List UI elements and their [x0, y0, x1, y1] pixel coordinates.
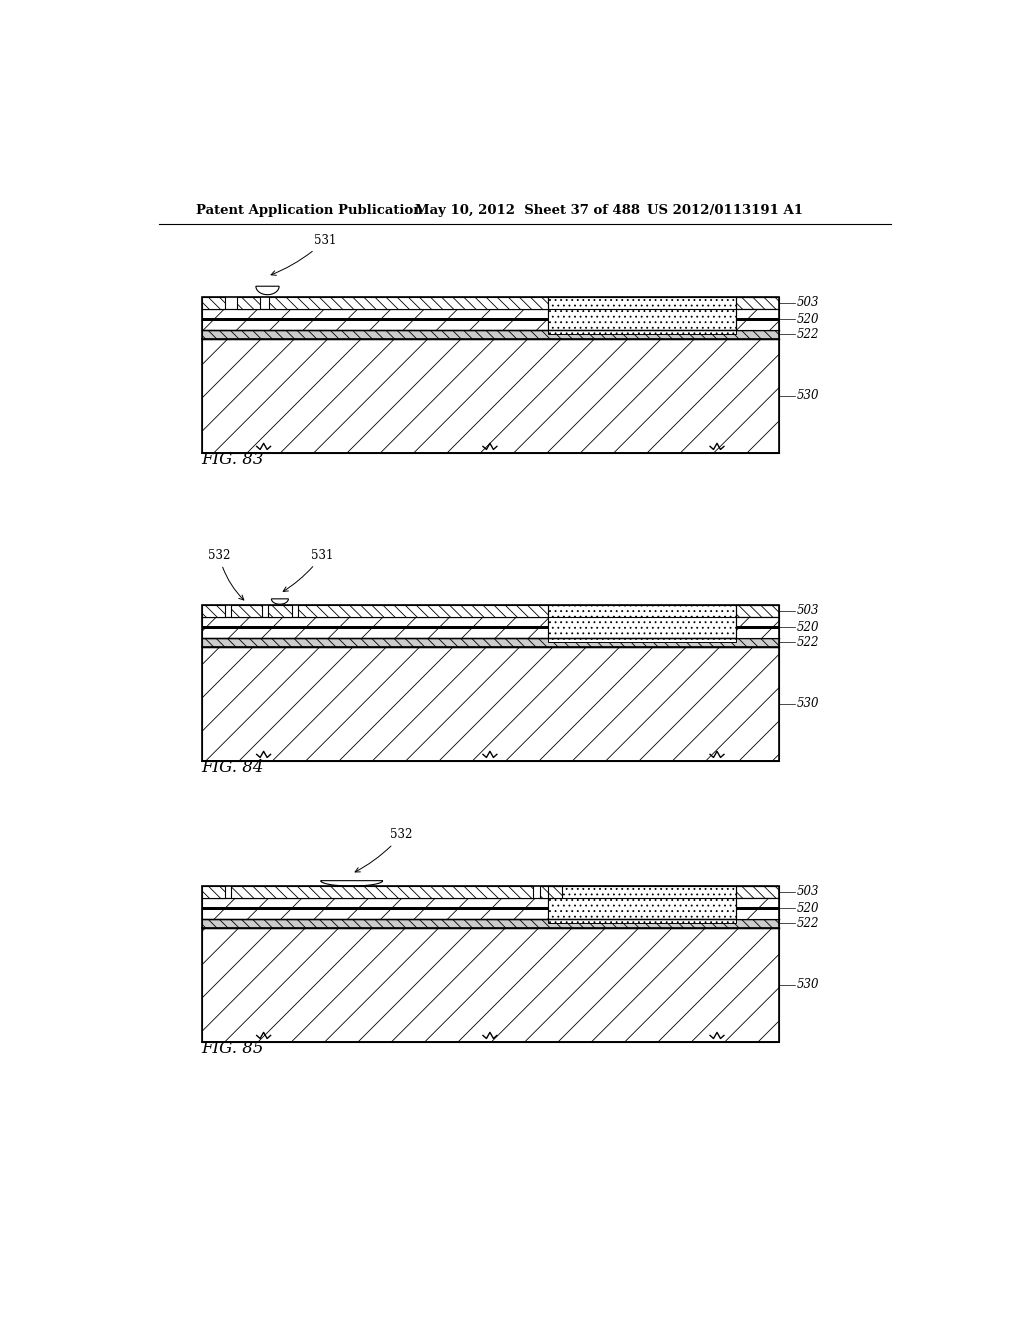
Text: FIG. 84: FIG. 84 [202, 759, 264, 776]
Text: 532: 532 [355, 829, 413, 873]
Bar [202, 309, 548, 330]
Bar [202, 330, 779, 339]
Bar [736, 297, 779, 309]
Bar [736, 886, 779, 898]
Bar [231, 886, 532, 898]
Bar [202, 605, 225, 616]
Polygon shape [271, 599, 289, 605]
Bar [548, 297, 736, 334]
Bar [202, 886, 225, 898]
Bar [736, 616, 779, 638]
Bar [269, 297, 548, 309]
Text: 520: 520 [797, 620, 819, 634]
Bar [202, 297, 225, 309]
Bar [202, 919, 779, 928]
Text: 522: 522 [797, 636, 819, 649]
Bar [736, 898, 779, 919]
Bar [298, 605, 548, 616]
Bar [231, 605, 262, 616]
Bar [237, 297, 260, 309]
Bar [202, 928, 779, 1041]
Bar [736, 605, 779, 616]
Bar [548, 886, 736, 923]
Text: 522: 522 [797, 327, 819, 341]
Bar [202, 626, 548, 628]
Text: 520: 520 [797, 313, 819, 326]
Bar [202, 638, 779, 647]
Text: 520: 520 [797, 902, 819, 915]
Text: 530: 530 [797, 697, 819, 710]
Bar [202, 886, 779, 1041]
Bar [736, 907, 779, 909]
Bar [541, 886, 562, 898]
Text: 503: 503 [797, 886, 819, 899]
Text: 532: 532 [208, 549, 244, 601]
Bar [202, 898, 548, 919]
Text: 530: 530 [797, 389, 819, 403]
Text: 531: 531 [284, 549, 333, 591]
Polygon shape [256, 286, 280, 294]
Bar [736, 318, 779, 321]
Bar [268, 605, 292, 616]
Bar [202, 297, 779, 453]
Text: May 10, 2012  Sheet 37 of 488: May 10, 2012 Sheet 37 of 488 [415, 205, 640, 218]
Text: FIG. 85: FIG. 85 [202, 1040, 264, 1057]
Bar [202, 616, 548, 638]
Bar [202, 318, 548, 321]
Bar [736, 626, 779, 628]
Bar [202, 907, 548, 909]
Text: FIG. 83: FIG. 83 [202, 451, 264, 469]
Text: 522: 522 [797, 917, 819, 929]
Bar [202, 605, 779, 760]
Text: 503: 503 [797, 605, 819, 618]
Text: Patent Application Publication: Patent Application Publication [197, 205, 423, 218]
Text: 530: 530 [797, 978, 819, 991]
Text: 503: 503 [797, 296, 819, 309]
Text: US 2012/0113191 A1: US 2012/0113191 A1 [647, 205, 803, 218]
Bar [548, 605, 736, 642]
Bar [202, 647, 779, 760]
Bar [736, 309, 779, 330]
Text: 531: 531 [271, 234, 336, 276]
Bar [202, 339, 779, 453]
Polygon shape [321, 880, 383, 886]
